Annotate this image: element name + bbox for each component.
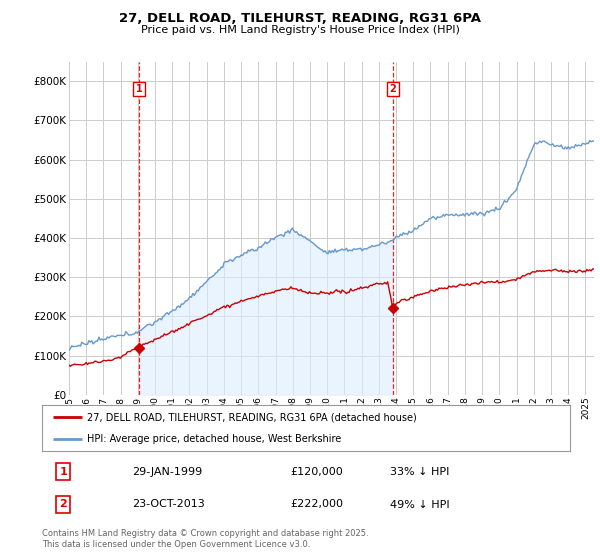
Text: Price paid vs. HM Land Registry's House Price Index (HPI): Price paid vs. HM Land Registry's House … — [140, 25, 460, 35]
Text: £222,000: £222,000 — [290, 500, 343, 510]
Text: 29-JAN-1999: 29-JAN-1999 — [132, 466, 202, 477]
Text: 27, DELL ROAD, TILEHURST, READING, RG31 6PA: 27, DELL ROAD, TILEHURST, READING, RG31 … — [119, 12, 481, 25]
Text: 2: 2 — [59, 500, 67, 510]
Text: Contains HM Land Registry data © Crown copyright and database right 2025.
This d: Contains HM Land Registry data © Crown c… — [42, 529, 368, 549]
Text: 1: 1 — [59, 466, 67, 477]
Text: 2: 2 — [389, 84, 396, 94]
Text: 49% ↓ HPI: 49% ↓ HPI — [391, 500, 450, 510]
Text: 23-OCT-2013: 23-OCT-2013 — [132, 500, 205, 510]
Text: 33% ↓ HPI: 33% ↓ HPI — [391, 466, 450, 477]
Text: HPI: Average price, detached house, West Berkshire: HPI: Average price, detached house, West… — [87, 435, 341, 444]
Text: 27, DELL ROAD, TILEHURST, READING, RG31 6PA (detached house): 27, DELL ROAD, TILEHURST, READING, RG31 … — [87, 412, 416, 422]
Text: 1: 1 — [136, 84, 143, 94]
Text: £120,000: £120,000 — [290, 466, 343, 477]
